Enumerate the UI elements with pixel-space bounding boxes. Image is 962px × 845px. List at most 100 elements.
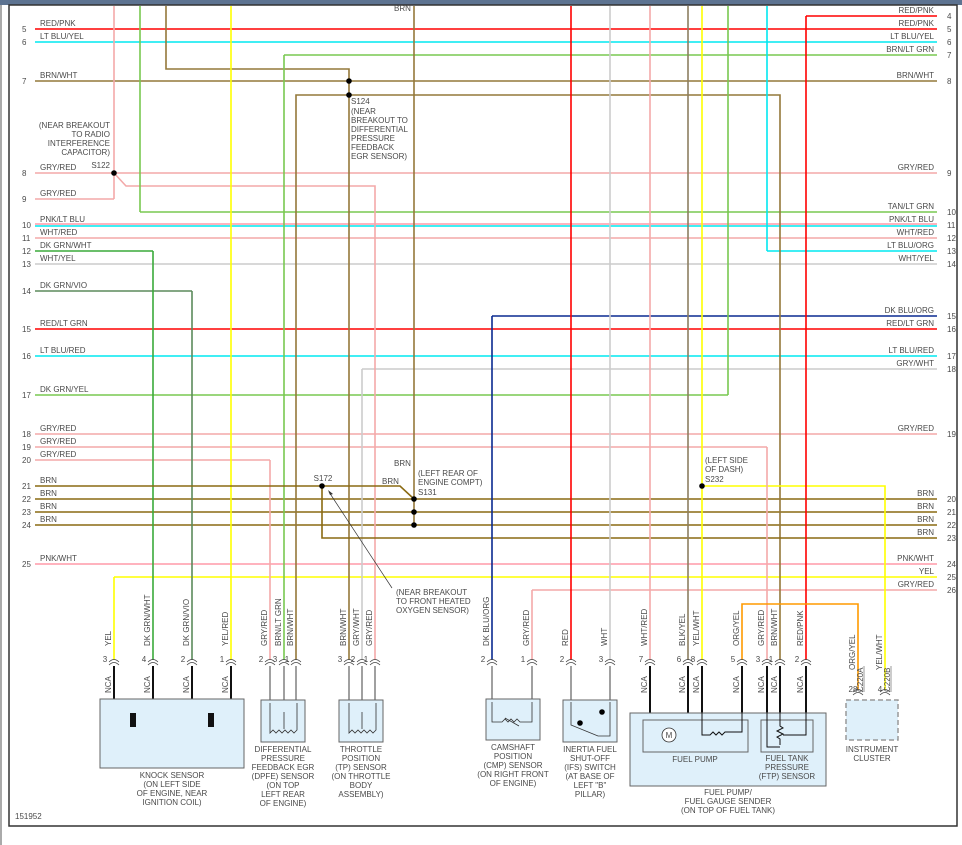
dpfe-sensor-name: FEEDBACK EGR bbox=[252, 763, 315, 772]
splice-s124-label: S124 bbox=[351, 97, 370, 106]
left-row-number: 5 bbox=[22, 25, 27, 34]
dpfe-pin-number: 3 bbox=[273, 655, 278, 664]
right-row-wire-label: BRN/WHT bbox=[897, 71, 934, 80]
left-row-number: 20 bbox=[22, 456, 31, 465]
fuel-pin-number: 2 bbox=[795, 655, 800, 664]
dpfe-pin-number: 1 bbox=[285, 655, 290, 664]
left-row-number: 19 bbox=[22, 443, 31, 452]
right-row-number: 7 bbox=[947, 51, 952, 60]
right-row-wire-label: PNK/LT BLU bbox=[889, 215, 934, 224]
dpfe-pin-number: 2 bbox=[259, 655, 264, 664]
right-row-number: 10 bbox=[947, 208, 956, 217]
dpfe-sensor-name: DIFFERENTIAL bbox=[255, 745, 312, 754]
diagram-id: 151952 bbox=[15, 812, 42, 821]
splice-s172-label: S172 bbox=[314, 474, 333, 483]
fuel-pump-label: FUEL PUMP bbox=[672, 755, 718, 764]
splice-s122 bbox=[111, 170, 117, 176]
right-row-number: 9 bbox=[947, 169, 952, 178]
right-row-number: 23 bbox=[947, 534, 956, 543]
fuel-pump-sender-name: FUEL GAUGE SENDER bbox=[685, 797, 772, 806]
left-row-number: 17 bbox=[22, 391, 31, 400]
switch-contact bbox=[599, 709, 605, 715]
ic-pin-wire-label: YEL/WHT bbox=[875, 634, 884, 670]
splice-s232-note: OF DASH) bbox=[705, 465, 744, 474]
right-row-number: 21 bbox=[947, 508, 956, 517]
dpfe-sensor-name: OF ENGINE) bbox=[260, 799, 307, 808]
instrument-cluster-name: CLUSTER bbox=[853, 754, 891, 763]
ifs-pin-number: 3 bbox=[599, 655, 604, 664]
fuel-pin-number: 3 bbox=[756, 655, 761, 664]
fuel-pin-number: 6 bbox=[677, 655, 682, 664]
ifs-pin-wire-label: RED bbox=[561, 629, 570, 646]
fuel-pin-wire-label: BLK/YEL bbox=[678, 613, 687, 646]
fuel-pin-wire-label: ORG/YEL bbox=[732, 610, 741, 646]
brn-s172-label: BRN bbox=[382, 477, 399, 486]
left-row-number: 16 bbox=[22, 352, 31, 361]
fuel-nca-label: NCA bbox=[732, 675, 741, 693]
cmp-pin-number: 1 bbox=[521, 655, 526, 664]
splice-s172-note: (NEAR BREAKOUT bbox=[396, 588, 467, 597]
right-row-number: 4 bbox=[947, 12, 952, 21]
left-row-number: 8 bbox=[22, 169, 27, 178]
ftp-sensor-name: (FTP) SENSOR bbox=[759, 772, 816, 781]
cmp-sensor-name: OF ENGINE) bbox=[490, 779, 537, 788]
cmp-sensor-name: (ON RIGHT FRONT bbox=[477, 770, 549, 779]
fuel-pin-wire-label: WHT/RED bbox=[640, 608, 649, 646]
fuel-pump-sender-name: FUEL PUMP/ bbox=[704, 788, 752, 797]
connector-icon bbox=[343, 659, 355, 666]
connector-icon bbox=[604, 659, 616, 666]
dpfe-pin-wire-label: GRY/RED bbox=[260, 609, 269, 646]
connector-icon bbox=[682, 659, 694, 666]
fuel-pin-number: 8 bbox=[691, 655, 696, 664]
left-row-wire-label: DK GRN/WHT bbox=[40, 241, 92, 250]
thermistor-icon bbox=[491, 702, 533, 727]
left-row-wire-label: GRY/RED bbox=[40, 450, 77, 459]
splice-s131 bbox=[411, 496, 417, 502]
knock-pin-wire-label: DK GRN/VIO bbox=[182, 599, 191, 646]
ic-pin-number: 28 bbox=[849, 685, 858, 694]
fuel-pump-box bbox=[642, 719, 749, 753]
right-row-wire-label: TAN/LT GRN bbox=[888, 202, 934, 211]
connector-icon bbox=[565, 659, 577, 666]
left-row-number: 13 bbox=[22, 260, 31, 269]
cmp-sensor-name: POSITION bbox=[494, 752, 532, 761]
knock-pin-number: 1 bbox=[220, 655, 225, 664]
dpfe-pin-wire-label: BRN/WHT bbox=[286, 609, 295, 646]
tp-pin-number: 3 bbox=[338, 655, 343, 664]
left-row-wire-label: BRN bbox=[40, 476, 57, 485]
ifs-switch-name: SHUT-OFF bbox=[570, 754, 610, 763]
right-row-number: 18 bbox=[947, 365, 956, 374]
right-row-wire-label: BRN bbox=[917, 502, 934, 511]
splice-s131-note: ENGINE COMPT) bbox=[418, 478, 483, 487]
left-row-wire-label: RED/LT GRN bbox=[40, 319, 88, 328]
cmp-sensor-name: CAMSHAFT bbox=[491, 743, 535, 752]
tp-sensor-name: (TP) SENSOR bbox=[335, 763, 387, 772]
right-row-number: 15 bbox=[947, 312, 956, 321]
ifs-switch-name: PILLAR) bbox=[575, 790, 606, 799]
knock-sensor-name: OF ENGINE, NEAR bbox=[137, 789, 208, 798]
left-row-number: 7 bbox=[22, 77, 27, 86]
connector-icon bbox=[486, 659, 498, 666]
splice-s124-note: EGR SENSOR) bbox=[351, 152, 407, 161]
connector-icon bbox=[526, 659, 538, 666]
switch-icon bbox=[570, 702, 611, 737]
fuel-pin-wire-label: BRN/WHT bbox=[770, 609, 779, 646]
splice-s172 bbox=[319, 483, 325, 489]
splice-s124-note: DIFFERENTIAL bbox=[351, 125, 408, 134]
connector-icon bbox=[369, 659, 381, 666]
right-row-wire-label: BRN bbox=[917, 515, 934, 524]
splice-s122-note: INTERFERENCE bbox=[48, 139, 110, 148]
cmp-sensor-box bbox=[485, 698, 541, 741]
splice-s124-note: PRESSURE bbox=[351, 134, 395, 143]
dpfe-sensor-name: (DPFE) SENSOR bbox=[252, 772, 315, 781]
right-row-wire-label: LT BLU/ORG bbox=[887, 241, 934, 250]
splice-s124-note: BREAKOUT TO bbox=[351, 116, 408, 125]
left-row-wire-label: WHT/RED bbox=[40, 228, 78, 237]
wires bbox=[35, 6, 937, 736]
fuel-pin-number: 5 bbox=[731, 655, 736, 664]
right-row-number: 17 bbox=[947, 352, 956, 361]
right-row-wire-label: WHT/YEL bbox=[898, 254, 934, 263]
right-row-number: 25 bbox=[947, 573, 956, 582]
right-row-wire-label: PNK/WHT bbox=[897, 554, 934, 563]
